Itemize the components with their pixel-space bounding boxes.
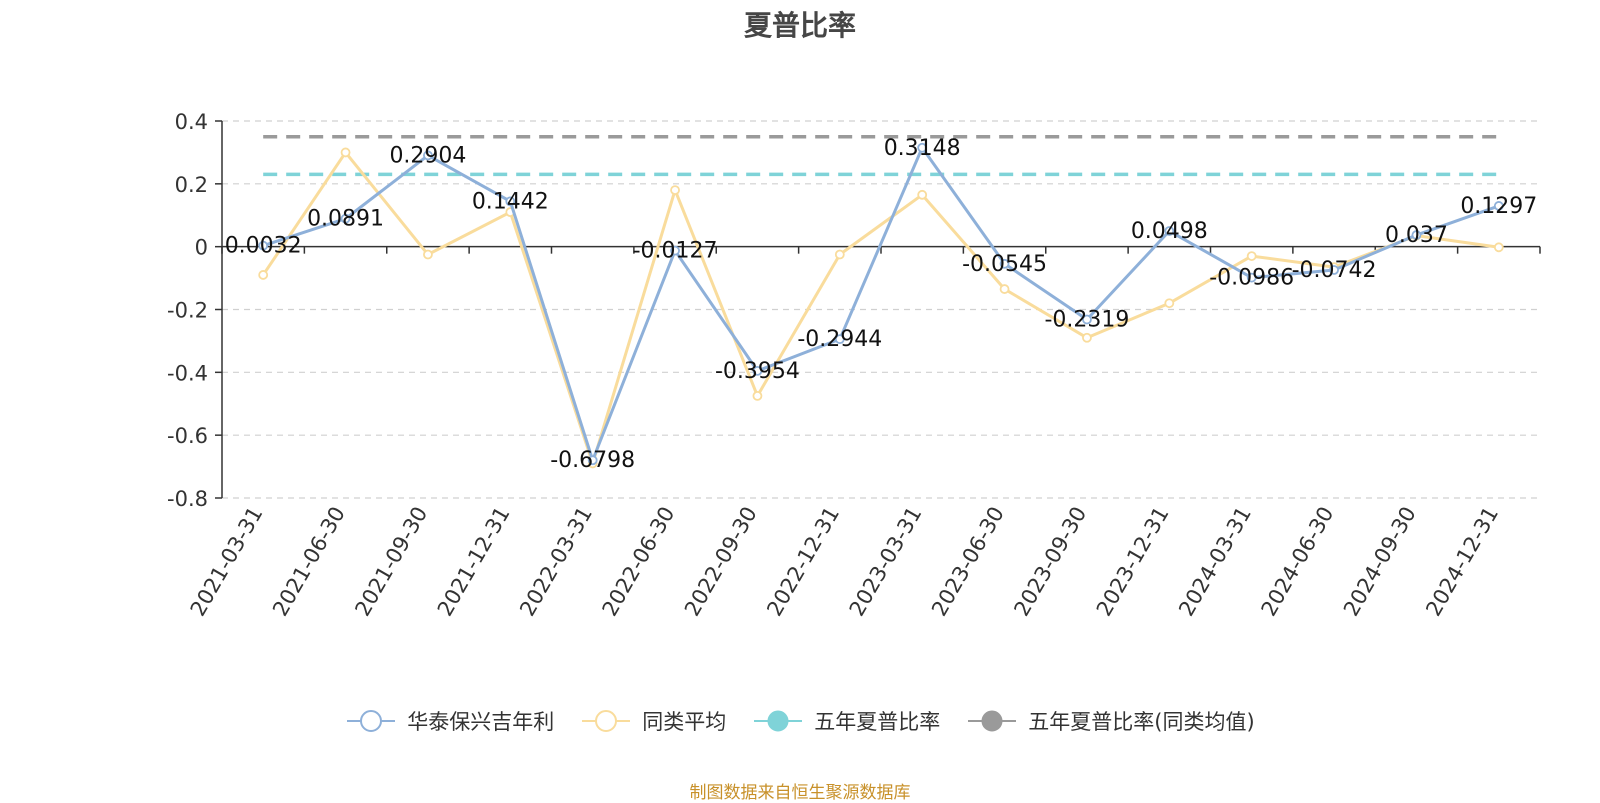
y-tick-label: 0.4: [175, 110, 208, 134]
data-point: [340, 147, 351, 158]
x-tick-label: 2023-03-31: [845, 503, 927, 621]
data-point: [1411, 230, 1422, 240]
legend: 华泰保兴吉年利 同类平均 五年夏普比率 五年夏普比率(同类均值): [0, 706, 1600, 736]
x-tick-label: 2021-06-30: [268, 503, 350, 621]
x-tick-label: 2024-06-30: [1257, 503, 1339, 621]
x-tick-label: 2022-09-30: [680, 503, 762, 621]
legend-swatch-icon: [582, 710, 631, 732]
data-point: [752, 365, 763, 376]
x-tick-label: 2023-09-30: [1009, 503, 1091, 621]
x-tick-label: 2022-03-31: [515, 503, 597, 621]
data-point: [587, 455, 598, 466]
y-tick-label: -0.6: [167, 424, 208, 448]
data-label: 0.0498: [1131, 219, 1208, 244]
data-point: [999, 258, 1010, 269]
data-label: -0.0127: [633, 239, 718, 264]
data-label: 0.3148: [884, 136, 961, 161]
data-label: -0.2319: [1044, 308, 1129, 333]
x-tick-label: 2021-03-31: [186, 503, 268, 621]
data-point: [834, 334, 845, 345]
data-label: 0.2904: [389, 143, 466, 168]
legend-label: 五年夏普比率(同类均值): [1028, 710, 1255, 734]
data-label: -0.2944: [797, 327, 882, 352]
data-point: [670, 245, 680, 256]
data-point: [423, 150, 433, 161]
data-point: [258, 240, 269, 251]
data-point: [917, 189, 928, 200]
legend-swatch-icon: [754, 710, 803, 732]
series-line: [262, 146, 1500, 462]
data-label: -0.0986: [1209, 266, 1294, 291]
data-point: [1164, 226, 1175, 236]
y-tick-label: 0: [195, 236, 208, 260]
data-label: 0.1297: [1460, 194, 1537, 219]
y-tick-label: 0.2: [175, 173, 208, 197]
data-point: [752, 390, 763, 401]
data-point: [1493, 242, 1504, 253]
data-point: [423, 249, 433, 260]
x-tick-label: 2022-12-31: [762, 503, 844, 621]
x-tick-label: 2024-12-31: [1421, 503, 1503, 621]
data-point: [258, 270, 269, 280]
x-tick-label: 2024-03-31: [1174, 503, 1256, 621]
x-tick-label: 2023-12-31: [1092, 503, 1174, 621]
data-point: [670, 185, 680, 196]
legend-item[interactable]: 华泰保兴吉年利: [345, 706, 554, 736]
x-tick-label: 2023-06-30: [927, 503, 1009, 621]
x-tick-label: 2022-06-30: [598, 503, 680, 621]
data-point: [999, 284, 1010, 294]
source-note: 制图数据来自恒生聚源数据库: [689, 783, 911, 803]
data-point: [505, 196, 516, 207]
y-tick-label: -0.4: [167, 361, 208, 385]
x-tick-label: 2021-12-31: [433, 503, 515, 621]
chart-title: 夏普比率: [743, 9, 856, 42]
data-point: [1246, 251, 1257, 261]
y-tick-label: -0.2: [167, 299, 208, 323]
data-label: -0.6798: [550, 448, 635, 473]
legend-swatch-icon: [347, 710, 396, 732]
x-tick-label: 2021-09-30: [350, 503, 432, 621]
legend-label: 同类平均: [642, 710, 727, 734]
data-point: [1329, 265, 1339, 275]
data-label: 0.0891: [307, 207, 384, 232]
data-point: [834, 249, 845, 260]
legend-label: 五年夏普比率: [814, 710, 941, 734]
data-point: [340, 213, 351, 224]
data-label: 0.037: [1385, 223, 1448, 248]
data-point: [1164, 298, 1175, 309]
data-point: [1082, 314, 1092, 325]
y-tick-label: -0.8: [167, 487, 208, 511]
data-point: [1082, 332, 1092, 343]
data-point: [1493, 201, 1504, 211]
data-label: -0.3954: [715, 359, 800, 384]
data-point: [917, 142, 928, 153]
legend-swatch-icon: [968, 710, 1017, 732]
data-point: [1246, 272, 1257, 283]
data-label: -0.0545: [962, 252, 1047, 277]
legend-item[interactable]: 五年夏普比率(同类均值): [966, 706, 1255, 736]
legend-label: 华泰保兴吉年利: [407, 710, 555, 734]
data-label: 0.1442: [472, 189, 549, 214]
legend-item[interactable]: 五年夏普比率: [752, 706, 940, 736]
x-tick-label: 2024-09-30: [1339, 503, 1421, 621]
data-label: -0.0742: [1292, 258, 1377, 283]
legend-item[interactable]: 同类平均: [580, 706, 726, 736]
data-label: 0.0032: [225, 234, 302, 259]
series-line: [261, 150, 1500, 465]
